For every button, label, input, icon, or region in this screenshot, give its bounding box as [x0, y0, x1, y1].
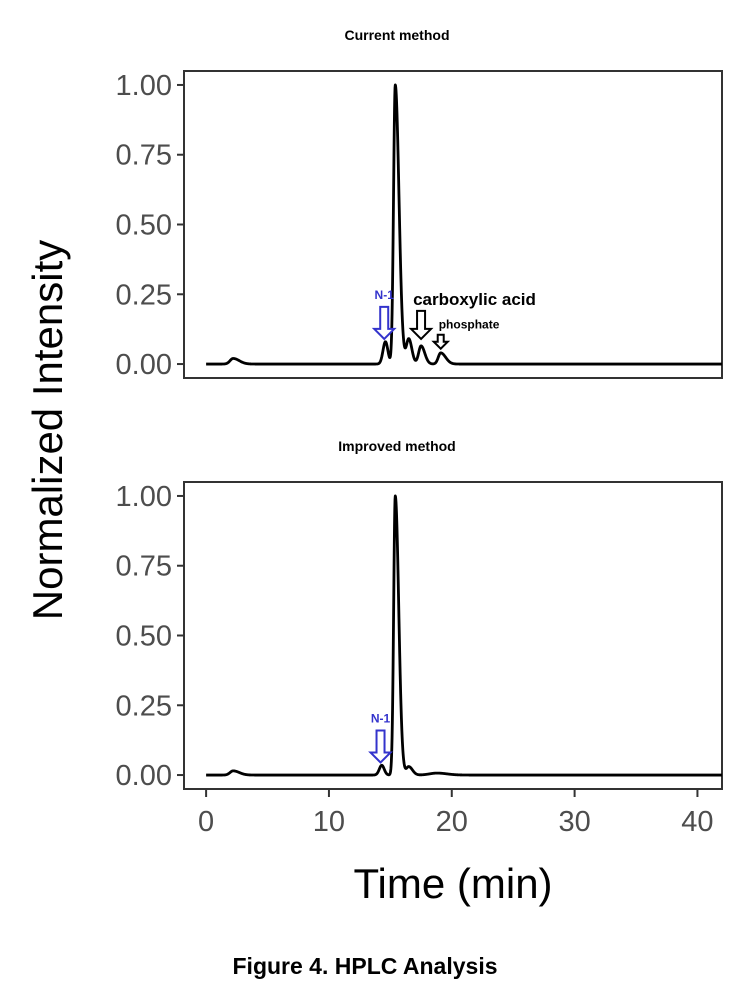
y-tick-label: 1.00	[116, 481, 172, 513]
x-tick-label: 0	[198, 806, 214, 838]
annotation-label: phosphate	[439, 318, 500, 332]
x-tick-label: 40	[681, 806, 713, 838]
annotation-label: N-1	[371, 711, 391, 725]
y-axis-title: Normalized Intensity	[24, 240, 71, 620]
plot-frame	[183, 70, 723, 379]
chromatogram-line	[204, 494, 724, 777]
y-tick-label: 0.00	[116, 760, 172, 792]
annotation-arrow	[431, 333, 451, 351]
annotation-label: N-1	[375, 288, 395, 302]
y-tick-label: 1.00	[116, 70, 172, 102]
y-tick-label: 0.50	[116, 210, 172, 242]
y-tick-label: 0.25	[116, 279, 172, 311]
annotation-arrow	[368, 729, 393, 764]
y-tick-label: 0.75	[116, 140, 172, 172]
chromatogram-line	[204, 83, 724, 366]
x-tick-label: 10	[313, 806, 345, 838]
y-tick-label: 0.25	[116, 690, 172, 722]
x-axis-title: Time (min)	[353, 860, 552, 907]
annotation-arrow	[408, 309, 434, 341]
panel-title: Current method	[345, 27, 450, 43]
y-tick-label: 0.75	[116, 551, 172, 583]
panel-title: Improved method	[338, 438, 455, 454]
y-tick-label: 0.50	[116, 621, 172, 653]
y-tick-label: 0.00	[116, 349, 172, 381]
x-tick-label: 20	[436, 806, 468, 838]
panel-1: Improved method 0.00 0.25 0.50 0.75 1.00 0 10 20…	[116, 438, 724, 838]
annotation-arrow	[371, 305, 397, 341]
panel-0: Current method 0.00 0.25 0.50 0.75 1.00 N-1 car…	[116, 27, 724, 381]
figure-caption: Figure 4. HPLC Analysis	[233, 953, 498, 979]
annotation-label: carboxylic acid	[413, 290, 536, 309]
plot-frame	[183, 481, 723, 790]
x-tick-label: 30	[558, 806, 590, 838]
